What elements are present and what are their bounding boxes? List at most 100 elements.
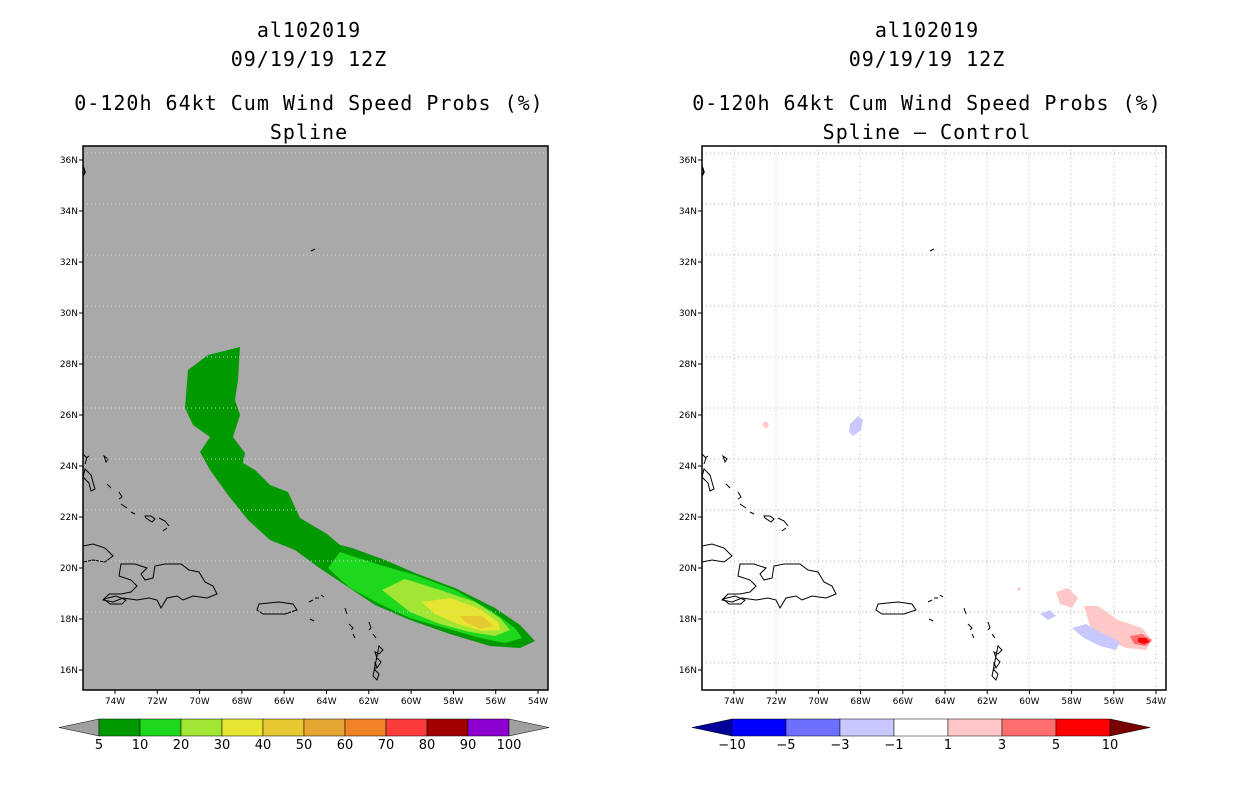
right-colorbar: −10 −5 −3 −1 1 3 5 10 xyxy=(691,718,1151,753)
colorbar-swatch xyxy=(467,718,510,737)
lat-tick-label: 18N xyxy=(60,615,78,625)
colorbar-label: 10 xyxy=(1102,738,1119,753)
lat-tick-label: 16N xyxy=(679,666,697,676)
lat-tick-label: 32N xyxy=(60,258,78,268)
lat-tick-label: 36N xyxy=(60,156,78,166)
colorbar-label: 90 xyxy=(460,738,477,753)
left-storm-id: al102019 xyxy=(256,18,362,42)
right-subtitle: Spline – Control xyxy=(822,120,1032,144)
lat-tick-label: 30N xyxy=(60,309,78,319)
lat-tick-label: 32N xyxy=(679,258,697,268)
colorbar-swatch xyxy=(893,718,949,737)
lat-tick-label: 28N xyxy=(60,360,78,370)
lat-tick-label: 22N xyxy=(60,513,78,523)
colorbar-swatch xyxy=(947,718,1003,737)
lat-tick-label: 36N xyxy=(679,156,697,166)
right-lon-ticks: 74W 72W 70W 68W 66W 64W 62W 60W 58W 56W 54W xyxy=(724,690,1166,707)
right-map: 36N 34N 32N 30N 28N 26N 24N 22N 20N 18N 16N 74W 72W… xyxy=(679,145,1167,707)
left-lat-ticks: 36N 34N 32N 30N 28N 26N 24N 22N 20N 18N 16N xyxy=(60,156,83,676)
right-diff-pos-dot xyxy=(1017,587,1021,591)
colorbar-label: −3 xyxy=(830,738,849,753)
lon-tick-label: 74W xyxy=(724,697,744,707)
left-map-frame xyxy=(82,145,549,691)
left-lon-ticks: 74W 72W 70W 68W 66W 64W 62W 60W 58W 56W 54W xyxy=(105,690,548,707)
right-diff-neg-2 xyxy=(1072,624,1120,650)
colorbar-swatch xyxy=(385,718,428,737)
left-map: 36N 34N 32N 30N 28N 26N 24N 22N 20N 18N 16N 74W 72W… xyxy=(60,145,549,707)
lon-tick-label: 60W xyxy=(401,697,421,707)
colorbar-label: −10 xyxy=(718,738,745,753)
lat-tick-label: 16N xyxy=(60,666,78,676)
colorbar-swatch xyxy=(1055,718,1111,737)
lat-tick-label: 34N xyxy=(679,207,697,217)
lat-tick-label: 30N xyxy=(679,309,697,319)
right-title: 0-120h 64kt Cum Wind Speed Probs (%) xyxy=(692,91,1162,115)
colorbar-swatch xyxy=(303,718,346,737)
lon-tick-label: 56W xyxy=(1104,697,1124,707)
lon-tick-label: 66W xyxy=(893,697,913,707)
right-diff-pos-1 xyxy=(1056,588,1078,608)
lat-tick-label: 34N xyxy=(60,207,78,217)
lon-tick-label: 62W xyxy=(359,697,379,707)
lat-tick-label: 26N xyxy=(60,411,78,421)
colorbar-swatch xyxy=(221,718,264,737)
colorbar-label: 30 xyxy=(214,738,231,753)
lon-tick-label: 62W xyxy=(977,697,997,707)
colorbar-label: −1 xyxy=(884,738,903,753)
lat-tick-label: 28N xyxy=(679,360,697,370)
right-datetime: 09/19/19 12Z xyxy=(848,47,1006,71)
lon-tick-label: 70W xyxy=(808,697,828,707)
left-prob-40-50 xyxy=(460,616,494,629)
left-subtitle: Spline xyxy=(269,120,349,144)
lon-tick-label: 58W xyxy=(1061,697,1081,707)
colorbar-label: −5 xyxy=(776,738,795,753)
colorbar-label: 1 xyxy=(944,738,952,753)
colorbar-swatch xyxy=(344,718,387,737)
colorbar-under-arrow xyxy=(691,718,733,737)
lon-tick-label: 54W xyxy=(528,697,548,707)
right-diff-pos-4 xyxy=(1138,638,1150,644)
lat-tick-label: 24N xyxy=(60,462,78,472)
colorbar-swatch xyxy=(262,718,305,737)
right-lat-ticks: 36N 34N 32N 30N 28N 26N 24N 22N 20N 18N 16N xyxy=(679,156,702,676)
right-diff-pos-small xyxy=(762,421,769,429)
lon-tick-label: 66W xyxy=(274,697,294,707)
colorbar-label: 60 xyxy=(337,738,354,753)
colorbar-over-arrow xyxy=(508,718,550,737)
lat-tick-label: 24N xyxy=(679,462,697,472)
colorbar-label: 80 xyxy=(419,738,436,753)
right-gridlines xyxy=(702,146,1166,690)
lat-tick-label: 20N xyxy=(60,564,78,574)
right-diff-neg-1 xyxy=(1040,610,1056,620)
colorbar-swatch xyxy=(839,718,895,737)
colorbar-under-arrow xyxy=(58,718,100,737)
lat-tick-label: 26N xyxy=(679,411,697,421)
right-storm-id: al102019 xyxy=(874,18,980,42)
left-datetime: 09/19/19 12Z xyxy=(230,47,388,71)
lat-tick-label: 22N xyxy=(679,513,697,523)
lon-tick-label: 68W xyxy=(850,697,870,707)
colorbar-label: 70 xyxy=(378,738,395,753)
colorbar-swatch xyxy=(785,718,841,737)
colorbar-swatch xyxy=(426,718,469,737)
colorbar-label: 10 xyxy=(132,738,149,753)
colorbar-label: 40 xyxy=(255,738,272,753)
left-gridlines xyxy=(83,152,548,613)
lon-tick-label: 54W xyxy=(1146,697,1166,707)
lon-tick-label: 60W xyxy=(1019,697,1039,707)
colorbar-swatch xyxy=(139,718,182,737)
colorbar-swatch xyxy=(98,718,141,737)
right-map-background xyxy=(702,146,1166,690)
colorbar-label: 3 xyxy=(998,738,1006,753)
left-title: 0-120h 64kt Cum Wind Speed Probs (%) xyxy=(74,91,544,115)
right-map-frame xyxy=(701,145,1167,691)
right-diff-neg-north xyxy=(849,416,863,436)
colorbar-label: 5 xyxy=(95,738,103,753)
lon-tick-label: 64W xyxy=(935,697,955,707)
colorbar-swatch xyxy=(1001,718,1057,737)
lon-tick-label: 64W xyxy=(316,697,336,707)
colorbar-label: 100 xyxy=(497,738,522,753)
lon-tick-label: 58W xyxy=(443,697,463,707)
left-colorbar: 5 10 20 30 40 50 60 70 80 90 100 xyxy=(58,718,550,753)
